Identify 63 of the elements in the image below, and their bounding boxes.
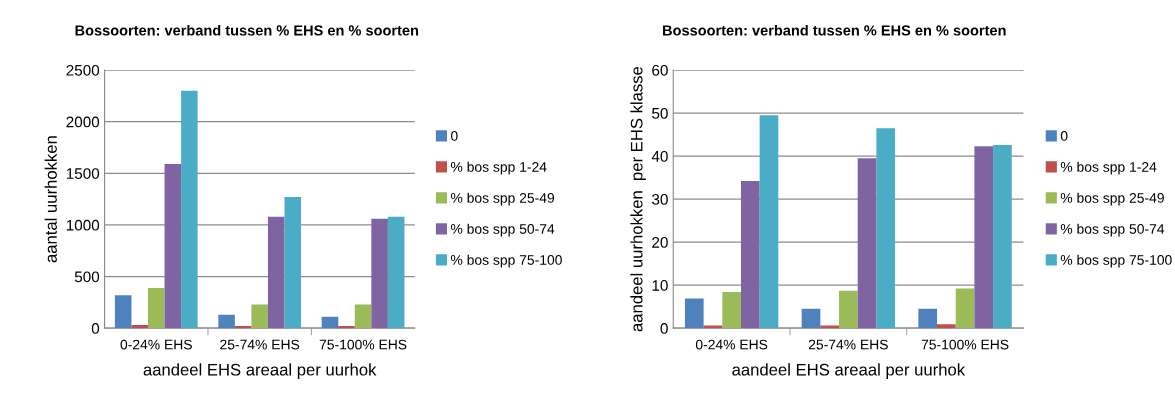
y-tick-label: 20 (652, 237, 668, 248)
legend-label: % bos spp 75-100 (1060, 254, 1172, 268)
bar (918, 308, 938, 329)
bar (839, 290, 858, 329)
bar (937, 324, 956, 329)
legend-label: % bos spp 1-24 (1060, 161, 1157, 175)
y-tick-label: 0 (91, 323, 100, 334)
bar (759, 115, 779, 329)
bar (218, 314, 235, 329)
y-axis-title: aantal uurhokken (44, 136, 57, 263)
bar (371, 218, 388, 329)
legend-label: % bos spp 25-49 (450, 192, 555, 206)
legend-label: 0 (1060, 131, 1068, 141)
y-tick-label: 60 (652, 64, 668, 76)
legend-label: 0 (451, 131, 458, 141)
bar (684, 298, 704, 329)
bar (354, 304, 372, 329)
bar (164, 164, 182, 329)
bar (321, 316, 339, 329)
x-tick-label: 25-74% EHS (808, 339, 888, 350)
y-tick-label: 500 (74, 271, 100, 283)
bar (740, 181, 760, 329)
y-tick-label: 2500 (66, 64, 100, 76)
bar (148, 287, 165, 329)
x-tick-label: 75-100% EHS (319, 339, 407, 350)
bar (993, 144, 1012, 329)
x-axis-title: aandeel EHS areaal per uurhok (143, 363, 377, 379)
bar (955, 288, 975, 329)
bar (338, 326, 355, 329)
bar (876, 128, 896, 329)
bar (284, 197, 302, 329)
legend-label: % bos spp 75-100 (450, 254, 562, 268)
y-tick-label: 10 (652, 280, 668, 291)
y-tick-label: 30 (652, 193, 668, 205)
bar (131, 325, 148, 329)
y-axis-title: aandeel uurhokken per EHS klasse (630, 66, 646, 332)
bar (722, 292, 741, 329)
y-tick-label: 40 (651, 150, 668, 162)
bar (181, 90, 198, 329)
y-tick-label: 0 (660, 323, 668, 334)
bar (234, 326, 252, 329)
x-tick-label: 0-24% EHS (120, 339, 192, 350)
bar (387, 216, 405, 329)
y-tick-label: 2000 (66, 116, 100, 128)
y-tick-label: 1000 (66, 219, 100, 231)
x-tick-label: 75-100% EHS (921, 339, 1009, 350)
legend-label: % bos spp 50-74 (1060, 223, 1165, 237)
chart-title: Bossoorten: verband tussen % EHS en % soorten (663, 24, 1006, 36)
legend-label: % bos spp 50-74 (450, 223, 555, 237)
chart-title: Bossoorten: verband tussen % EHS en % soorten (75, 24, 419, 36)
x-tick-label: 0-24% EHS (695, 339, 768, 350)
bar (267, 216, 285, 329)
y-tick-label: 50 (652, 107, 668, 119)
legend-label: % bos spp 25-49 (1060, 192, 1164, 206)
legend-label: % bos spp 1-24 (450, 161, 547, 175)
y-tick-label: 1500 (66, 168, 100, 179)
bar (801, 308, 821, 329)
bar (251, 304, 268, 329)
bar (974, 146, 994, 329)
bar (114, 295, 132, 329)
bar (857, 158, 877, 329)
x-tick-label: 25-74% EHS (220, 339, 300, 350)
x-axis-title: aandeel EHS areaal per uurhok (732, 363, 966, 379)
